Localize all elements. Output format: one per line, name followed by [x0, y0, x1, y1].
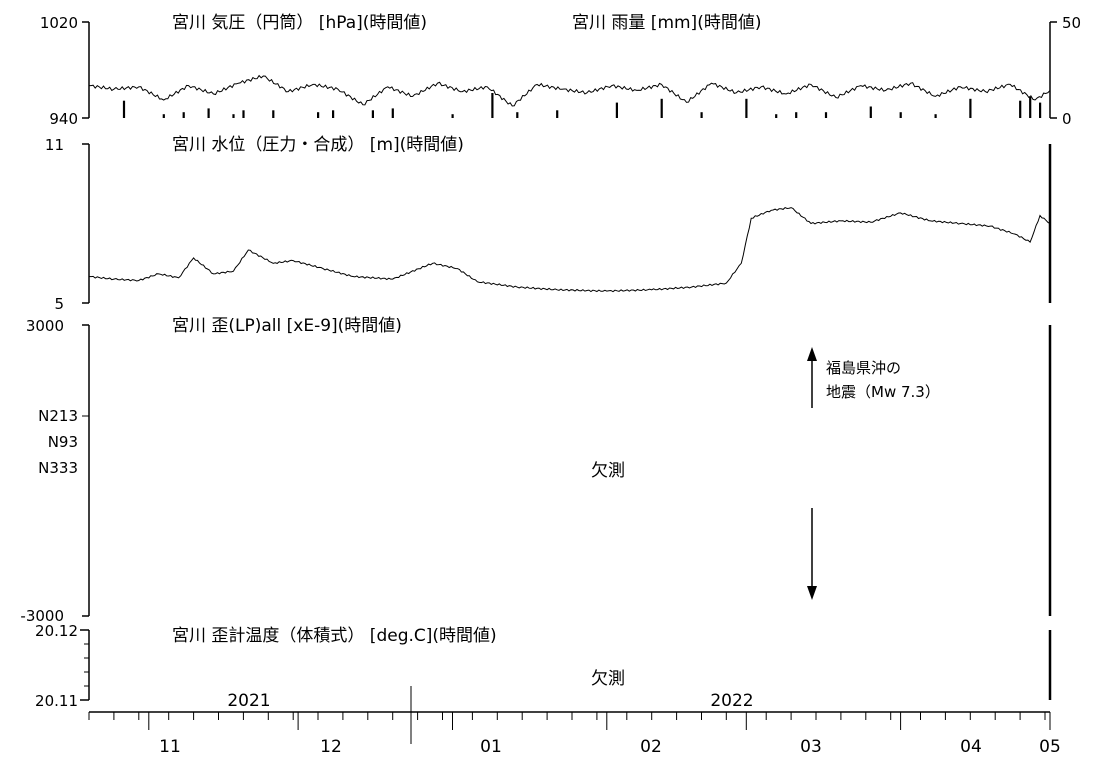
rain-bar	[969, 98, 972, 118]
rain-bar	[332, 110, 335, 118]
earthquake-label-line2: 地震（Mw 7.3）	[826, 383, 940, 401]
rain-bar	[556, 110, 559, 118]
month-label: 11	[159, 737, 181, 757]
year-label-2021: 2021	[227, 691, 270, 711]
rain-bar	[775, 114, 778, 118]
month-label: 04	[960, 737, 982, 757]
panel-pressure-rain: 1020 940 50 0 宮川 気圧（円筒） [hPa](時間値) 宮川 雨量…	[40, 13, 1081, 128]
pressure-ytick-min: 940	[49, 110, 78, 128]
rain-bar	[824, 112, 828, 118]
rain-ytick-max: 50	[1062, 14, 1081, 32]
rain-bar	[371, 110, 374, 118]
temp-missing-label: 欠測	[591, 669, 625, 689]
rain-ytick-min: 0	[1062, 110, 1072, 128]
month-label: 05	[1039, 737, 1061, 757]
rain-bar	[207, 108, 210, 118]
time-axis: 2021 2022 11 12 01 02 03 04 05	[88, 686, 1061, 757]
year-label-2022: 2022	[710, 691, 753, 711]
water-title: 宮川 水位（圧力・合成） [m](時間値)	[172, 135, 464, 155]
earthquake-arrowhead-up	[807, 347, 817, 361]
month-label: 03	[800, 737, 822, 757]
strain-ytick-min: -3000	[20, 607, 64, 625]
rain-bar	[745, 98, 748, 118]
rain-title: 宮川 雨量 [mm](時間値)	[572, 13, 761, 33]
rain-bar	[232, 114, 235, 118]
rain-bar	[516, 112, 519, 118]
water-ytick-min: 5	[54, 295, 64, 313]
panel-temperature: 20.12 20.11 宮川 歪計温度（体積式） [deg.C](時間値) 欠測	[35, 622, 1052, 710]
pressure-title: 宮川 気圧（円筒） [hPa](時間値)	[172, 13, 427, 33]
strain-ytick-max: 3000	[26, 317, 64, 335]
earthquake-arrowhead-down	[807, 586, 817, 600]
water-series-line	[88, 207, 1051, 293]
panel-strain: 3000 -3000 N213 N93 N333 宮川 歪(LP)all [xE…	[20, 316, 1052, 625]
temp-ytick-max: 20.12	[35, 622, 78, 640]
pressure-ytick-max: 1020	[40, 14, 78, 32]
rain-bar	[795, 112, 798, 118]
earthquake-label-line1: 福島県沖の	[826, 359, 901, 377]
rain-bar	[660, 98, 663, 118]
rain-bar	[242, 110, 245, 118]
rain-bars	[122, 93, 1042, 118]
rain-bar	[899, 112, 902, 118]
rain-bar	[1029, 96, 1032, 118]
panel-water-level: 11 5 宮川 水位（圧力・合成） [m](時間値)	[45, 135, 1052, 313]
rain-bar	[491, 93, 494, 118]
month-label: 01	[480, 737, 502, 757]
temp-title: 宮川 歪計温度（体積式） [deg.C](時間値)	[172, 626, 497, 646]
rain-bar	[182, 112, 185, 118]
rain-bar	[272, 110, 275, 118]
month-label: 12	[320, 737, 342, 757]
temp-ytick-min: 20.11	[35, 692, 78, 710]
pressure-series-line	[89, 74, 1051, 107]
rain-bar	[317, 112, 320, 118]
strain-series-n213: N213	[38, 407, 78, 425]
strain-series-n93: N93	[48, 433, 78, 451]
rain-bar	[700, 112, 703, 118]
month-label: 02	[640, 737, 662, 757]
water-ytick-max: 11	[45, 136, 64, 154]
rain-bar	[869, 106, 872, 118]
rain-bar	[451, 114, 454, 118]
rain-bar	[1019, 100, 1022, 118]
strain-series-n333: N333	[38, 459, 78, 477]
strain-missing-label: 欠測	[591, 461, 625, 481]
strain-title: 宮川 歪(LP)all [xE-9](時間値)	[172, 316, 402, 336]
rain-bar	[934, 114, 937, 118]
time-axis-minor-ticks	[88, 712, 1046, 720]
rain-bar	[615, 102, 618, 118]
rain-bar	[162, 114, 165, 118]
rain-bar	[1039, 102, 1042, 118]
rain-bar	[391, 108, 394, 118]
rain-bar	[122, 100, 126, 118]
time-axis-major-ticks	[148, 712, 1051, 730]
